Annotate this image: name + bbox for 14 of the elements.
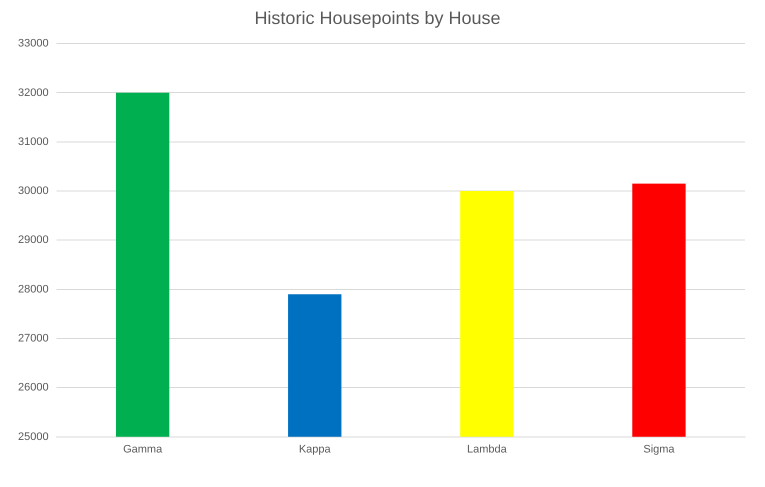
x-tick-label: Kappa [298,443,332,456]
x-tick-label: Lambda [466,443,508,456]
y-tick-label: 29000 [18,234,49,246]
y-tick-label: 27000 [18,332,49,345]
y-tick-label: 28000 [18,283,49,296]
y-tick-label: 31000 [18,136,49,148]
chart-title: Historic Housepoints by House [254,8,501,28]
y-tick-label: 25000 [18,430,49,443]
y-tick-label: 26000 [18,382,49,394]
y-tick-label: 30000 [18,185,49,198]
y-tick-label: 33000 [18,38,49,50]
x-tick-label: Sigma [643,443,676,456]
y-tick-label: 32000 [18,86,49,99]
x-tick-label: Gamma [123,443,164,456]
